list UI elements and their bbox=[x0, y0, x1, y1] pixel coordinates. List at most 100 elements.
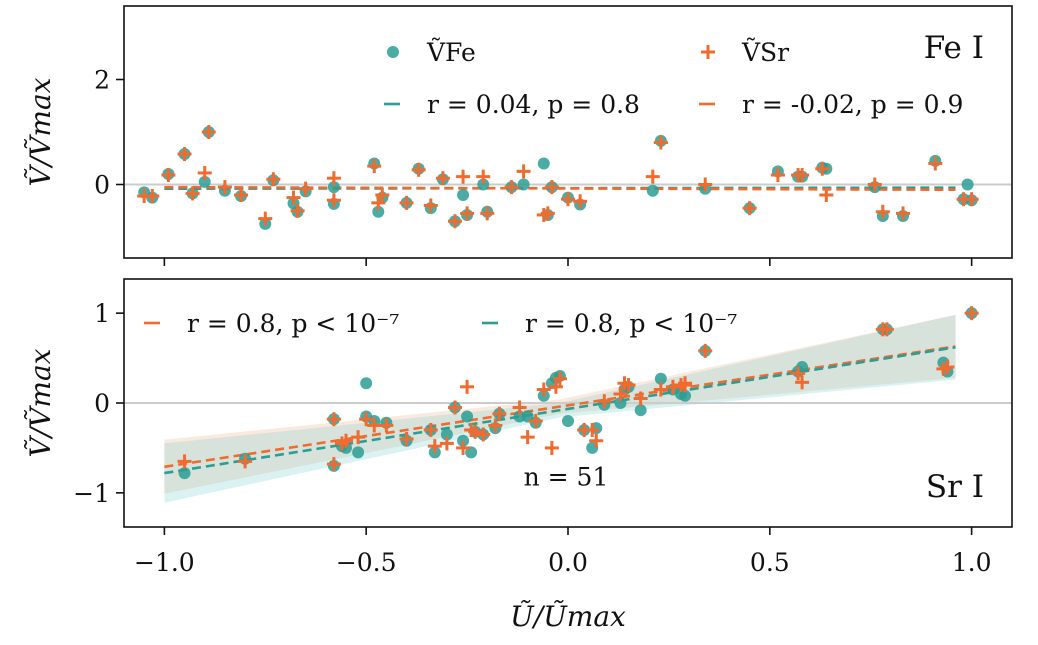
point-sr bbox=[185, 186, 200, 201]
fe-y-axis-label: Ṽ/Ṽmax bbox=[24, 77, 57, 186]
panel-sr: −1 0 1 −1.0 −0.5 0.0 0.5 1.0 r = 0.8, p < 10⁻⁷… bbox=[24, 278, 1013, 577]
legend-entry: ṼFe bbox=[387, 37, 476, 67]
fe-legend: ṼFe ṼSr r = 0.04, p = 0.8 r = -0.02, p = 0.… bbox=[384, 37, 963, 119]
point-sr bbox=[326, 457, 341, 472]
point-fe bbox=[477, 178, 490, 191]
point-sr bbox=[367, 159, 382, 174]
point-sr bbox=[427, 439, 442, 454]
point-sr bbox=[447, 400, 462, 415]
point-sr bbox=[145, 189, 160, 204]
point-sr bbox=[544, 180, 559, 195]
point-sr bbox=[379, 418, 394, 433]
point-sr bbox=[488, 418, 503, 433]
point-sr bbox=[286, 190, 301, 205]
point-sr bbox=[819, 188, 834, 202]
legend-label: ṼSr bbox=[741, 37, 789, 67]
point-sr bbox=[561, 192, 575, 207]
point-sr bbox=[435, 171, 450, 186]
point-fe bbox=[457, 434, 470, 447]
point-sr bbox=[548, 379, 563, 394]
fit-line-sr bbox=[164, 185, 956, 192]
point-sr bbox=[552, 371, 567, 386]
sample-size-annotation: n = 51 bbox=[524, 463, 609, 492]
point-sr bbox=[867, 177, 882, 192]
point-sr bbox=[928, 156, 943, 171]
point-sr bbox=[326, 412, 341, 427]
point-sr bbox=[423, 198, 438, 213]
fit-line-sr bbox=[164, 345, 956, 469]
point-fe bbox=[360, 377, 373, 390]
x-axis-label: Ũ/Ũmax bbox=[510, 600, 626, 633]
sr-y-ticks: −1 0 1 bbox=[73, 299, 124, 508]
point-sr bbox=[698, 343, 713, 358]
point-fe bbox=[440, 428, 453, 441]
point-sr bbox=[197, 165, 212, 180]
point-sr bbox=[177, 454, 192, 469]
point-sr bbox=[742, 201, 757, 216]
legend-label: r = -0.02, p = 0.9 bbox=[742, 90, 963, 119]
legend-entry: r = 0.04, p = 0.8 bbox=[384, 90, 640, 119]
point-sr bbox=[339, 433, 353, 448]
point-sr bbox=[621, 378, 636, 393]
point-sr bbox=[653, 382, 668, 397]
point-fe bbox=[537, 157, 550, 170]
point-sr bbox=[597, 394, 612, 409]
sr-fit-lines bbox=[164, 345, 956, 475]
point-fe bbox=[352, 446, 365, 459]
point-sr bbox=[326, 171, 341, 186]
legend-entry: ṼSr bbox=[701, 37, 789, 67]
point-sr bbox=[456, 169, 471, 184]
point-fe bbox=[562, 414, 574, 427]
point-sr bbox=[177, 147, 192, 162]
point-sr bbox=[234, 188, 249, 202]
sr-x-ticks: −1.0 −0.5 0.0 0.5 1.0 bbox=[134, 527, 992, 577]
point-sr bbox=[238, 454, 253, 469]
point-sr bbox=[964, 306, 979, 321]
point-sr bbox=[879, 322, 894, 337]
point-sr bbox=[791, 366, 806, 381]
point-fe bbox=[372, 205, 385, 218]
y-tick-label: 1 bbox=[94, 299, 110, 328]
point-sr bbox=[540, 206, 555, 221]
point-sr bbox=[573, 194, 588, 209]
point-sr bbox=[266, 172, 281, 187]
point-fe bbox=[327, 181, 340, 194]
point-sr bbox=[520, 430, 535, 445]
point-sr bbox=[698, 177, 713, 192]
point-sr bbox=[665, 379, 680, 394]
point-sr bbox=[940, 360, 955, 375]
sr-y-axis-label: Ṽ/Ṽmax bbox=[24, 348, 57, 457]
point-sr bbox=[201, 125, 216, 139]
point-sr bbox=[411, 162, 426, 177]
legend-label: r = 0.8, p < 10⁻⁷ bbox=[525, 309, 737, 338]
point-sr bbox=[645, 169, 660, 184]
point-fe bbox=[679, 389, 692, 402]
point-sr bbox=[367, 418, 382, 433]
point-sr bbox=[290, 203, 305, 218]
legend-label: ṼFe bbox=[426, 37, 476, 67]
point-sr bbox=[351, 430, 366, 445]
point-sr bbox=[896, 206, 911, 221]
point-sr bbox=[217, 180, 232, 195]
fe-panel-label: Fe I bbox=[924, 30, 984, 66]
point-sr bbox=[536, 382, 551, 397]
sr-legend: r = 0.8, p < 10⁻⁷ r = 0.8, p < 10⁻⁷ bbox=[144, 309, 737, 338]
legend-label: r = 0.04, p = 0.8 bbox=[427, 90, 640, 119]
point-sr bbox=[456, 440, 471, 455]
point-sr bbox=[795, 168, 810, 183]
point-sr bbox=[585, 422, 600, 437]
point-sr bbox=[447, 214, 462, 229]
point-sr bbox=[815, 161, 830, 176]
point-sr bbox=[504, 180, 519, 195]
x-tick-label: 0.0 bbox=[548, 548, 588, 577]
point-sr bbox=[460, 206, 475, 221]
point-sr bbox=[492, 406, 507, 421]
x-tick-label: 1.0 bbox=[952, 548, 992, 577]
point-sr bbox=[423, 422, 438, 437]
point-sr bbox=[258, 211, 273, 226]
legend-entry: r = 0.8, p < 10⁻⁷ bbox=[144, 309, 399, 338]
point-sr bbox=[468, 424, 483, 439]
x-tick-label: −0.5 bbox=[336, 548, 397, 577]
point-sr bbox=[964, 192, 979, 207]
